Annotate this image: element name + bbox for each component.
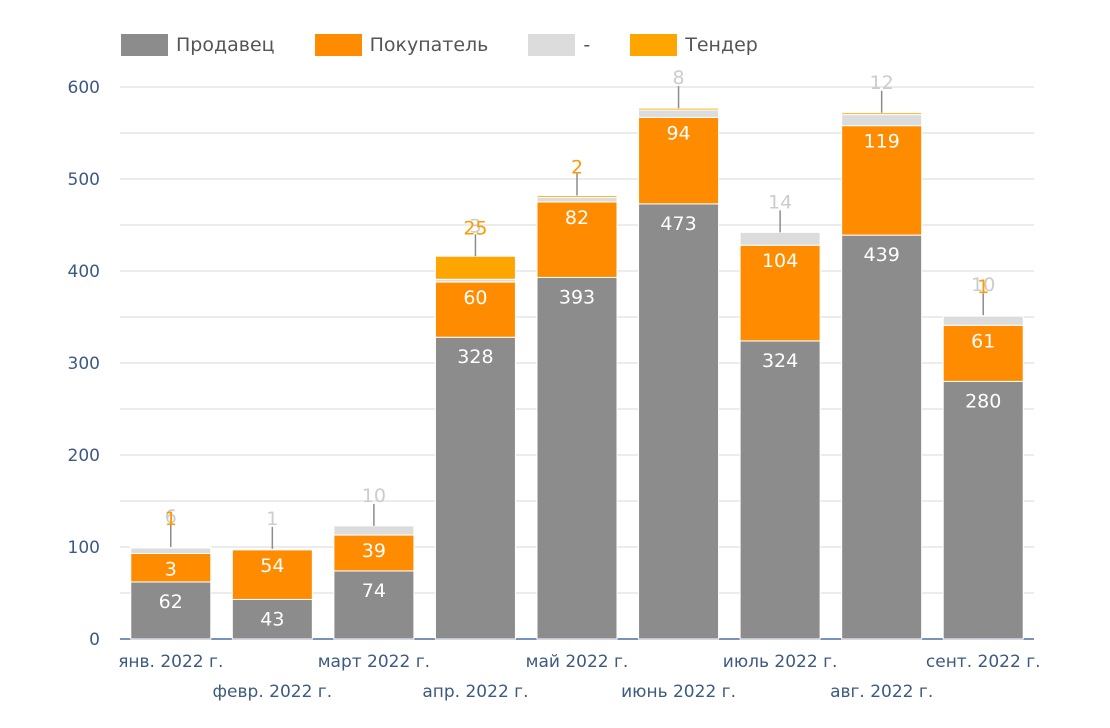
bar-segment bbox=[130, 546, 212, 549]
data-label: 393 bbox=[559, 286, 595, 308]
bar-segment bbox=[333, 570, 415, 640]
bar-segment bbox=[739, 231, 821, 246]
legend-swatch-buyer bbox=[314, 34, 362, 56]
data-label: 94 bbox=[666, 122, 690, 144]
data-label: 54 bbox=[260, 555, 284, 577]
bar-segment bbox=[434, 255, 516, 280]
data-label: 43 bbox=[260, 608, 284, 630]
bar-segment bbox=[942, 315, 1024, 326]
bar-segment bbox=[130, 552, 212, 583]
x-tick-label: апр. 2022 г. bbox=[422, 682, 528, 702]
y-tick-label: 500 bbox=[68, 170, 100, 190]
data-label: 280 bbox=[965, 390, 1001, 412]
x-tick-label: авг. 2022 г. bbox=[830, 682, 933, 702]
data-label: 12 bbox=[870, 72, 894, 94]
legend-label-dash: - bbox=[583, 34, 591, 56]
data-label: 82 bbox=[565, 207, 589, 229]
data-label: 104 bbox=[762, 250, 798, 272]
bar-segment bbox=[231, 549, 313, 600]
y-tick-label: 400 bbox=[68, 262, 100, 282]
bar-segment bbox=[739, 244, 821, 342]
bar-segment bbox=[942, 314, 1024, 317]
legend: Продавец Покупатель - Тендер bbox=[121, 34, 798, 56]
data-label: 473 bbox=[660, 213, 696, 235]
x-tick-label: июль 2022 г. bbox=[723, 652, 838, 672]
legend-swatch-dash bbox=[528, 34, 576, 56]
data-label: 39 bbox=[362, 540, 386, 562]
legend-swatch-seller bbox=[121, 34, 168, 56]
y-tick-label: 0 bbox=[89, 630, 100, 650]
legend-item-dash[interactable]: - bbox=[528, 34, 590, 56]
bar-segment bbox=[333, 534, 415, 572]
legend-swatch-tender bbox=[630, 34, 678, 56]
data-label: 328 bbox=[457, 346, 493, 368]
bar-segment bbox=[942, 380, 1024, 640]
data-label: 10 bbox=[362, 485, 386, 507]
bar-segment bbox=[536, 276, 618, 640]
bar-segment bbox=[638, 203, 720, 640]
data-label: 62 bbox=[159, 591, 183, 613]
legend-item-buyer[interactable]: Покупатель bbox=[314, 34, 489, 56]
data-label: 119 bbox=[864, 131, 900, 153]
y-tick-label: 600 bbox=[68, 78, 100, 98]
data-label: 8 bbox=[673, 67, 685, 89]
bar-segment bbox=[536, 196, 618, 203]
data-label: 6 bbox=[165, 506, 177, 528]
x-tick-label: май 2022 г. bbox=[526, 652, 629, 672]
bar-segment bbox=[231, 598, 313, 640]
bar-segment bbox=[942, 324, 1024, 382]
y-tick-label: 200 bbox=[68, 446, 100, 466]
data-label: 2 bbox=[571, 157, 583, 179]
bar-segment bbox=[841, 234, 923, 640]
data-label: 1 bbox=[165, 508, 177, 530]
x-tick-label: март 2022 г. bbox=[318, 652, 430, 672]
bar-segment bbox=[434, 281, 516, 338]
legend-item-seller[interactable]: Продавец bbox=[121, 34, 275, 56]
legend-label-tender: Тендер bbox=[685, 34, 758, 56]
bar-segment bbox=[638, 116, 720, 205]
bar-segment bbox=[841, 125, 923, 236]
bar-segment bbox=[536, 195, 618, 198]
x-tick-label: февр. 2022 г. bbox=[213, 682, 333, 702]
data-label: 25 bbox=[463, 217, 487, 239]
x-tick-label: июнь 2022 г. bbox=[621, 682, 736, 702]
legend-item-tender[interactable]: Тендер bbox=[630, 34, 758, 56]
bar-segment bbox=[231, 548, 313, 551]
x-tick-label: сент. 2022 г. bbox=[926, 652, 1041, 672]
data-label: 61 bbox=[971, 330, 995, 352]
bar-segment bbox=[739, 340, 821, 640]
data-label: 74 bbox=[362, 580, 386, 602]
legend-label-buyer: Покупатель bbox=[369, 34, 489, 56]
data-label: 3 bbox=[469, 215, 481, 237]
data-label: 439 bbox=[864, 244, 900, 266]
data-label: 10 bbox=[971, 274, 995, 296]
x-tick-label: янв. 2022 г. bbox=[118, 652, 223, 672]
y-tick-label: 300 bbox=[68, 354, 100, 374]
bar-segment bbox=[841, 114, 923, 127]
bar-segment bbox=[434, 336, 516, 640]
data-label: 324 bbox=[762, 350, 798, 372]
data-label: 14 bbox=[768, 191, 792, 213]
bar-segment bbox=[841, 112, 923, 116]
y-tick-label: 100 bbox=[68, 538, 100, 558]
data-label: 3 bbox=[165, 558, 177, 580]
bar-segment bbox=[638, 109, 720, 118]
legend-label-seller: Продавец bbox=[176, 34, 275, 56]
bar-segment bbox=[333, 525, 415, 536]
bar-segment bbox=[638, 107, 720, 111]
data-label: 1 bbox=[266, 508, 278, 530]
data-label: 60 bbox=[463, 287, 487, 309]
bar-segment bbox=[130, 547, 212, 554]
data-label: 1 bbox=[977, 276, 989, 298]
